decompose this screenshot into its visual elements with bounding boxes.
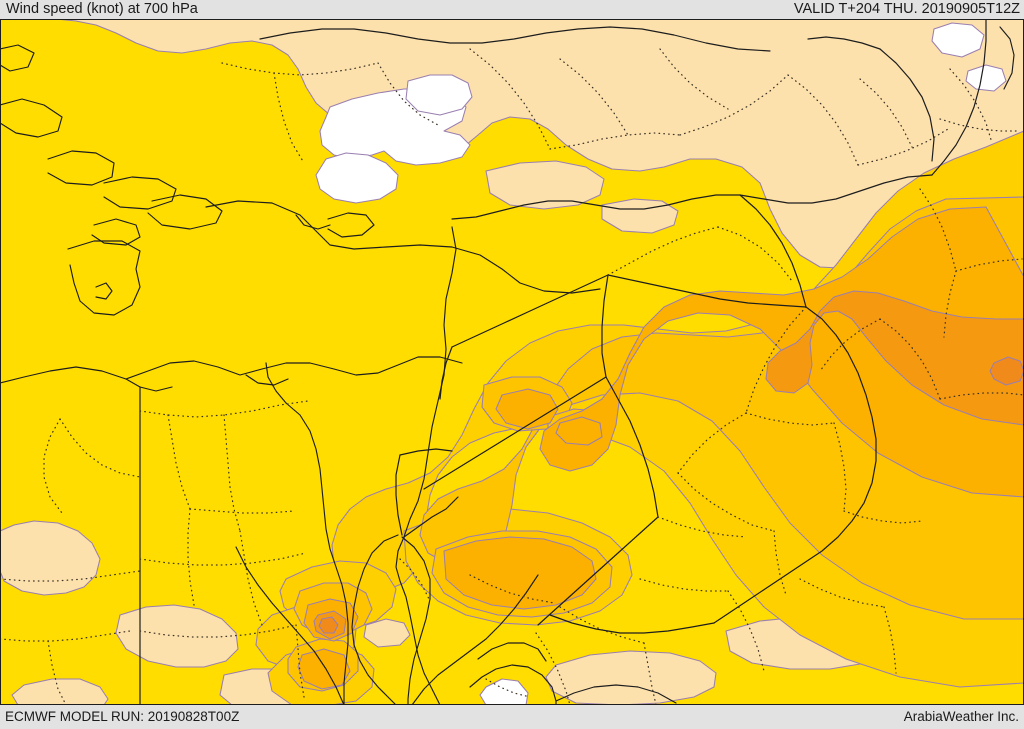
admin-border-layer [0, 48, 1024, 705]
coastline-layer [0, 26, 1015, 705]
page-title: Wind speed (knot) at 700 hPa [6, 1, 198, 17]
model-run-label: ECMWF MODEL RUN: 20190828T00Z [5, 709, 240, 724]
footer-bar: ECMWF MODEL RUN: 20190828T00Z ArabiaWeat… [0, 705, 1024, 729]
map-viewport[interactable] [0, 19, 1024, 705]
attribution-label: ArabiaWeather Inc. [903, 709, 1019, 724]
national-border-layer [139, 19, 987, 705]
valid-time-label: VALID T+204 THU. 20190905T12Z [793, 1, 1020, 17]
wind-speed-contour-map [0, 19, 1024, 705]
header-bar: Wind speed (knot) at 700 hPa VALID T+204… [0, 0, 1024, 19]
